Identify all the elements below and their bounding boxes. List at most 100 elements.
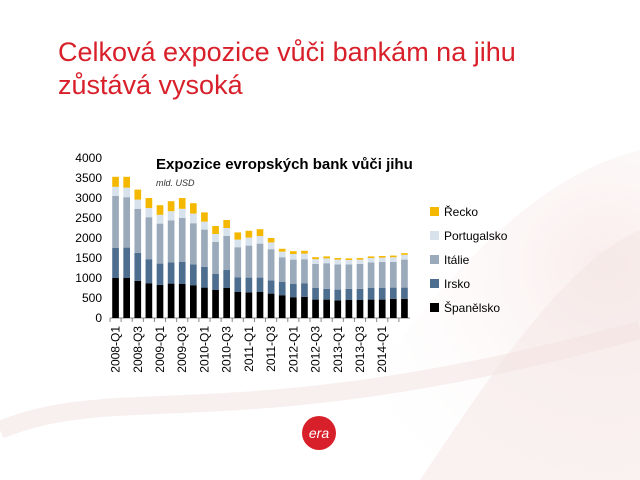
y-tick-label: 1500 <box>75 251 102 265</box>
bar-segment <box>134 189 142 200</box>
bar-segment <box>278 282 286 296</box>
bar-segment <box>134 280 142 318</box>
bar-segment <box>145 208 153 218</box>
bar-segment <box>345 300 353 318</box>
bar-segment <box>245 292 253 318</box>
y-tick-label: 2000 <box>75 231 102 245</box>
bar-segment <box>167 211 175 221</box>
x-axis: 2008-Q1 2008-Q3 2009-Q1 2009-Q3 2010-Q1 2010-… <box>109 317 410 373</box>
legend-swatch <box>430 207 439 216</box>
bar-segment <box>256 229 264 236</box>
bar-segment <box>167 283 175 318</box>
bar-segment <box>267 249 275 281</box>
x-tick-label: 2013-Q1 <box>331 326 345 373</box>
bar-segment <box>345 288 353 300</box>
bar-segment <box>156 223 164 264</box>
bar-segment <box>178 284 186 318</box>
bar-segment <box>345 258 353 260</box>
bar-segment <box>212 274 219 290</box>
bar-segment <box>356 288 364 300</box>
bar-segment <box>290 297 297 318</box>
bar-segment <box>156 263 164 285</box>
bar-segment <box>167 201 175 212</box>
legend-label: Řecko <box>444 204 478 219</box>
bar-segment <box>278 251 286 258</box>
bar-segment <box>323 256 330 259</box>
bar-segment <box>323 263 330 289</box>
bar-segment <box>190 223 197 265</box>
slide-title: Celková expozice vůči bankám na jihu zůs… <box>58 36 618 102</box>
bar-segment <box>201 229 208 267</box>
bar-segment <box>390 255 397 258</box>
bar-segment <box>212 290 219 318</box>
bar-segment <box>201 287 208 318</box>
bar-segment <box>345 264 353 289</box>
bar-segment <box>245 237 253 246</box>
bar-segment <box>256 243 264 278</box>
slide-title-line-1: Celková expozice vůči bankám na jihu <box>58 37 516 67</box>
x-tick-label: 2010-Q3 <box>220 326 234 373</box>
x-tick-label: 2008-Q3 <box>131 326 145 373</box>
bar-segment <box>312 257 319 260</box>
bar-segment <box>367 262 375 288</box>
bar-segment <box>290 251 297 254</box>
bar-segment <box>223 236 230 270</box>
bar-segment <box>145 217 153 260</box>
bar-segment <box>123 197 130 248</box>
bar-segment <box>178 218 186 262</box>
bar-segment <box>234 292 242 318</box>
chart-title: Expozice evropských bank vůči jihu <box>156 156 413 173</box>
bar-segment <box>312 259 319 264</box>
bar-segment <box>167 262 175 284</box>
bar-segment <box>223 270 230 288</box>
bar-segment <box>401 253 408 255</box>
bar-segment <box>378 262 386 288</box>
bar-segment <box>334 258 342 260</box>
y-tick-label: 1000 <box>75 271 102 285</box>
bar-segment <box>190 203 197 214</box>
x-tick-label: 2012-Q3 <box>309 326 323 373</box>
y-tick-label: 3000 <box>75 191 102 205</box>
legend-label: Itálie <box>444 253 470 267</box>
bar-segment <box>378 257 386 262</box>
bar-segment <box>390 262 397 288</box>
bar-segment <box>378 288 386 300</box>
bar-segment <box>378 299 386 318</box>
bar-segment <box>223 288 230 318</box>
bar-segment <box>212 226 219 234</box>
bar-segment <box>112 278 119 318</box>
logo-text: era <box>309 425 329 441</box>
bar-segment <box>267 280 275 294</box>
bar-segment <box>323 288 330 300</box>
bar-segment <box>178 262 186 284</box>
x-tick-label: 2013-Q3 <box>353 326 367 373</box>
bar-segment <box>256 292 264 318</box>
bar-segment <box>234 232 242 240</box>
bar-segment <box>201 266 208 288</box>
legend-label: Španělsko <box>444 300 500 315</box>
bar-segment <box>245 277 253 293</box>
bar-segment <box>167 220 175 263</box>
era-logo: era <box>302 416 336 450</box>
bar-segment <box>356 264 364 289</box>
bar-segment <box>134 199 142 209</box>
bar-segment <box>190 264 197 286</box>
bar-segment <box>334 264 342 290</box>
x-tick-label: 2011-Q3 <box>264 326 278 372</box>
y-tick-label: 3500 <box>75 171 102 185</box>
bar-segment <box>201 221 208 230</box>
y-tick-label: 4000 <box>75 151 102 165</box>
bar-segment <box>256 277 264 292</box>
legend-swatch <box>430 255 439 264</box>
bar-segment <box>301 283 308 297</box>
bar-segment <box>301 250 308 254</box>
bar-segment <box>367 288 375 300</box>
legend-swatch <box>430 279 439 288</box>
bar-segment <box>123 187 130 198</box>
bar-segment <box>356 300 364 318</box>
chart-subtitle: mld. USD <box>156 178 195 188</box>
y-tick-label: 0 <box>95 311 102 325</box>
bar-segment <box>390 287 397 299</box>
